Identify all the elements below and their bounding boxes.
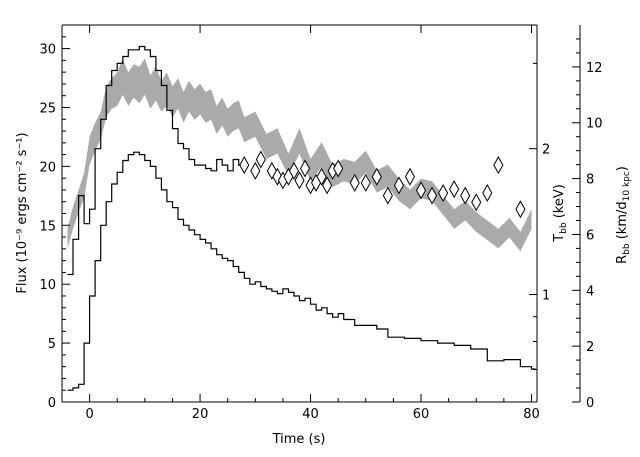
radius-band xyxy=(67,58,532,252)
x-ticks: 0 20 40 60 80 xyxy=(61,25,540,422)
y-tick-label: 20 xyxy=(39,160,56,175)
y-axis-label: Flux (10⁻⁹ ergs cm⁻² s⁻¹) xyxy=(15,132,30,293)
temp-tick-label: 1 xyxy=(542,289,550,304)
temperature-diamond xyxy=(239,156,250,175)
temperature-diamonds-series xyxy=(239,150,526,219)
temperature-diamond xyxy=(349,173,360,192)
radius-axis-label-sub: bb xyxy=(622,243,632,255)
x-tick-label: 0 xyxy=(85,407,93,422)
temperature-diamond xyxy=(316,167,327,186)
radius-band-series xyxy=(67,58,532,252)
radius-axis-label-unit-sub: 10 kpc xyxy=(622,171,632,201)
temperature-diamond xyxy=(426,186,438,205)
x-tick-label: 20 xyxy=(192,407,209,422)
y-tick-label: 30 xyxy=(39,43,56,58)
temperature-diamond xyxy=(449,180,460,199)
flux-series xyxy=(67,151,536,391)
x-tick-label: 60 xyxy=(413,407,430,422)
temperature-diamond xyxy=(460,186,471,205)
temp-ticks: 12 xyxy=(529,62,550,371)
temp-tick-label: 2 xyxy=(542,143,550,158)
x-tick-label: 80 xyxy=(523,407,540,422)
temperature-diamond xyxy=(322,176,333,195)
y-tick-label: 15 xyxy=(39,219,56,234)
temperature-diamond xyxy=(471,193,482,212)
temperature-series xyxy=(67,45,243,276)
temperature-diamond xyxy=(360,173,371,192)
temperature-diamond xyxy=(482,183,493,203)
temp-axis-label-sub: bb xyxy=(559,222,569,234)
radius-ticks: 0 2 4 6 8 10 12 xyxy=(572,38,603,411)
flux-line xyxy=(67,151,536,391)
temperature-diamond xyxy=(393,176,404,195)
radius-tick-label: 12 xyxy=(586,61,603,76)
y-tick-label: 25 xyxy=(39,101,56,116)
temperature-diamond xyxy=(404,167,416,186)
temperature-line xyxy=(67,45,243,276)
temperature-diamond xyxy=(438,183,449,203)
temp-axis-label-main: T xyxy=(552,234,567,243)
radius-tick-label: 0 xyxy=(586,396,594,411)
radius-axis-label: Rbb (km/d10 kpc) xyxy=(615,166,632,264)
radius-axis-label-unit: (km/d xyxy=(615,201,630,243)
temperature-diamond xyxy=(294,171,305,190)
y-tick-label: 5 xyxy=(48,337,56,352)
temperature-diamond xyxy=(333,159,344,178)
temp-axis-label: Tbb (keV) xyxy=(552,184,569,243)
radius-tick-label: 10 xyxy=(586,117,603,132)
temperature-diamond xyxy=(493,156,504,175)
y-ticks: 0 5 10 15 20 25 30 xyxy=(39,36,70,411)
temperature-diamond xyxy=(299,159,311,178)
temperature-diamond xyxy=(288,161,300,180)
radius-tick-label: 4 xyxy=(586,284,594,299)
x-tick-label: 40 xyxy=(302,407,319,422)
radius-tick-label: 6 xyxy=(586,228,594,243)
temperature-diamond xyxy=(515,200,526,219)
temperature-diamond xyxy=(371,167,382,186)
radius-axis-label-main: R xyxy=(615,255,630,264)
temperature-diamond xyxy=(415,181,427,200)
radius-tick-label: 2 xyxy=(586,340,594,355)
temperature-diamond xyxy=(255,150,266,169)
x-axis-label: Time (s) xyxy=(272,432,326,447)
y-tick-label: 0 xyxy=(48,396,56,411)
temperature-diamond xyxy=(250,161,261,180)
y-tick-label: 10 xyxy=(39,278,56,293)
temp-axis-label-unit: (keV) xyxy=(552,184,567,222)
temperature-diamond xyxy=(382,186,393,205)
radius-tick-label: 8 xyxy=(586,173,594,188)
radius-axis-label-end: ) xyxy=(615,166,630,171)
